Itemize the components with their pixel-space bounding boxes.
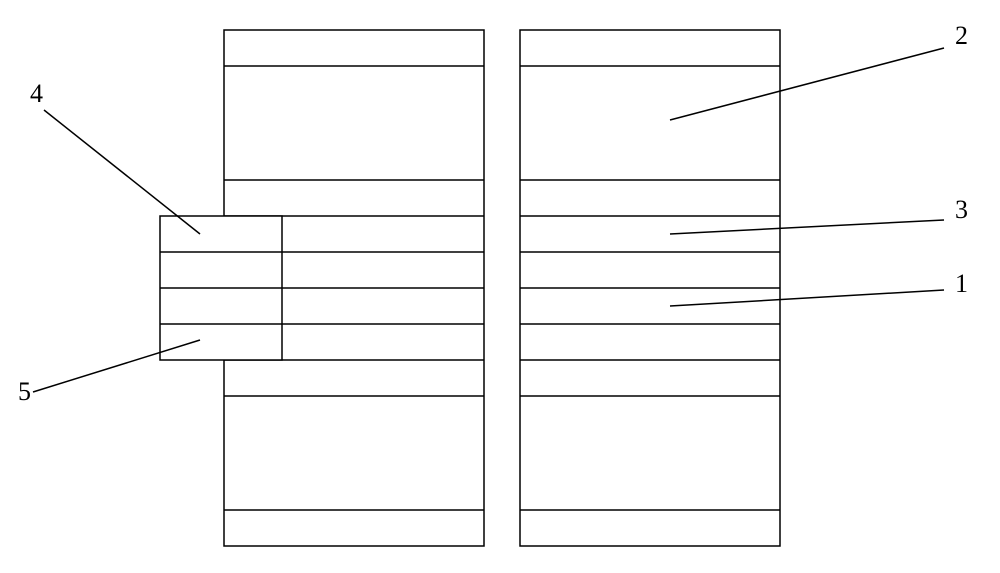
annotation-3: 3 xyxy=(670,195,968,234)
annotation-label-3: 3 xyxy=(955,195,968,224)
insert-block xyxy=(160,216,282,360)
annotation-2: 2 xyxy=(670,21,968,120)
annotation-label-4: 4 xyxy=(30,79,43,108)
annotation-label-1: 1 xyxy=(955,269,968,298)
technical-diagram: 2 3 1 4 5 xyxy=(0,0,1000,573)
right-block xyxy=(520,30,780,546)
annotation-label-2: 2 xyxy=(955,21,968,50)
annotation-4: 4 xyxy=(30,79,200,234)
annotation-label-5: 5 xyxy=(18,377,31,406)
